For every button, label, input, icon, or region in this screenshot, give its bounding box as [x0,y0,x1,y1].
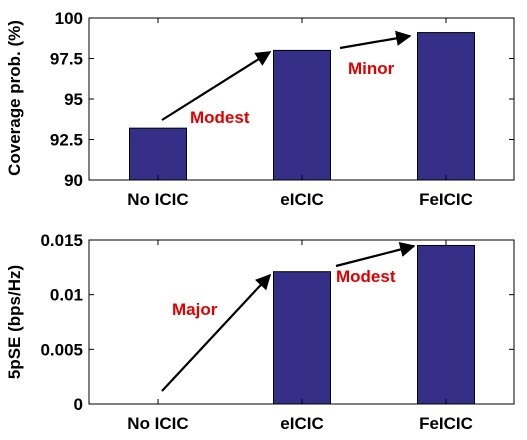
y-tick-label: 97.5 [50,50,83,69]
annotation-label: Minor [348,59,395,78]
annotation-arrow [161,51,272,121]
x-tick-label: No ICIC [127,190,188,209]
bar-feicic [417,244,475,405]
5pse-chart: 0 0.005 0.01 0.015 No ICIC eICIC FeICIC 5pSE (b… [5,231,515,433]
x-tick-label: eICIC [280,190,323,209]
annotation-label: Modest [336,267,396,286]
annotation-arrow [335,241,416,268]
x-tick-label: eICIC [280,414,323,433]
bar-eicic [273,49,331,181]
annotation-arrow [339,30,412,50]
x-tick-label: FeICIC [419,414,473,433]
y-tick-label: 100 [55,9,83,28]
y-axis-label: Coverage prob. (%) [5,20,24,176]
annotation-label: Modest [190,108,250,127]
annotation-arrow [161,273,272,392]
x-tick-label: FeICIC [419,190,473,209]
y-tick-label: 92.5 [50,131,83,150]
y-tick-label: 95 [64,90,83,109]
bar-feicic [417,32,475,181]
bar-eicic [273,271,331,405]
y-tick-label: 90 [64,171,83,190]
y-tick-label: 0.015 [40,231,83,250]
y-tick-label: 0.005 [40,340,83,359]
coverage-chart: 90 92.5 95 97.5 100 No ICIC eICIC FeICIC Coverag… [5,9,515,209]
x-tick-label: No ICIC [127,414,188,433]
y-tick-label: 0 [74,395,83,414]
y-axis-label: 5pSE (bps/Hz) [5,265,24,379]
annotation-label: Major [172,300,218,319]
y-tick-label: 0.01 [50,286,83,305]
bar-no-icic [129,127,187,181]
